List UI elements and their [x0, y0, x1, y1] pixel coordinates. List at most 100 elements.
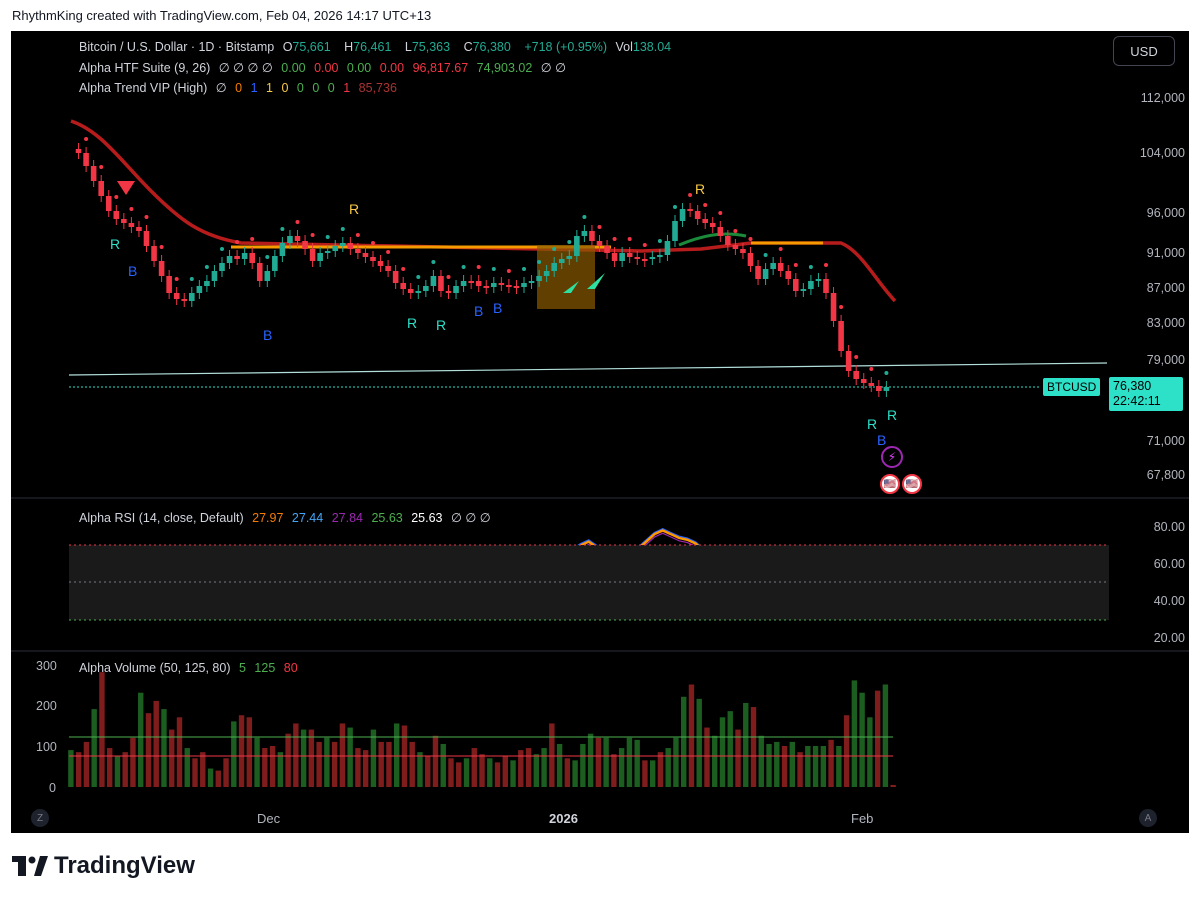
candle-body	[287, 236, 293, 243]
candle-body	[347, 243, 354, 249]
tradingview-logo[interactable]: TradingView	[12, 852, 195, 880]
volume-bar	[487, 758, 493, 787]
candle-body	[415, 291, 422, 293]
candle-body	[98, 181, 104, 196]
signal-dot	[839, 305, 844, 309]
candle-body	[740, 249, 746, 253]
candle-body	[657, 255, 663, 257]
signal-dot	[703, 203, 708, 207]
volume-bar	[448, 758, 454, 787]
open-value: 75,661	[292, 40, 331, 54]
volume-bar	[324, 737, 330, 787]
r-marker: R	[436, 317, 447, 333]
volume-bar	[556, 743, 563, 787]
volume-bar	[347, 727, 353, 787]
candle-body	[302, 241, 308, 249]
candle-body	[838, 321, 844, 351]
signal-dot	[355, 233, 360, 237]
currency-button[interactable]: USD	[1113, 36, 1175, 66]
signal-dot	[582, 215, 587, 219]
volume-bar	[626, 737, 633, 787]
x-label-year: 2026	[549, 811, 578, 826]
volume-bar	[456, 762, 462, 787]
candle-body	[717, 227, 724, 236]
volume-bar	[828, 739, 834, 787]
volume-bar	[262, 748, 268, 787]
signal-dot	[748, 237, 753, 241]
volume-bar	[805, 746, 811, 787]
auto-scale-button[interactable]: A	[1139, 809, 1157, 827]
candle-body	[513, 286, 520, 288]
signal-dot	[824, 263, 828, 267]
volume-bar	[649, 760, 656, 787]
candle-body	[460, 281, 467, 286]
ticker-badge: BTCUSD	[1043, 378, 1101, 396]
signal-dot	[688, 193, 693, 197]
volume-tick: 100	[36, 740, 57, 754]
volume-bar	[99, 672, 105, 787]
volume-bar	[200, 752, 206, 787]
x-label-dec: Dec	[257, 811, 281, 826]
candle-body	[219, 263, 225, 271]
volume-bar	[541, 748, 547, 787]
last-price-badge: 76,380 22:42:11	[1109, 377, 1183, 411]
candle-body	[491, 283, 497, 287]
price-tick: 83,000	[1146, 316, 1185, 330]
chart-canvas	[11, 119, 1189, 787]
signal-dot	[793, 263, 798, 267]
rsi-tick: 80.00	[1153, 520, 1185, 534]
signal-dot	[627, 237, 632, 241]
volume-bar	[750, 707, 757, 787]
candle-body	[423, 286, 429, 291]
candle-body	[762, 269, 769, 279]
volume-bar	[215, 770, 221, 787]
signal-dot	[673, 205, 677, 209]
volume-bar	[122, 752, 128, 787]
volume-bar	[642, 760, 648, 787]
volume-bar	[789, 741, 796, 787]
r-marker: R	[110, 236, 121, 252]
candle-body	[672, 221, 678, 241]
volume-bar	[153, 700, 159, 787]
volume-bar	[308, 729, 315, 787]
candle-body	[143, 231, 150, 246]
volume-bar	[502, 756, 508, 787]
volume-bar	[75, 752, 82, 787]
candle-body	[589, 231, 595, 241]
volume-bar	[719, 717, 726, 787]
candle-body	[868, 383, 875, 386]
volume-bar	[370, 729, 377, 787]
volume-bar	[331, 741, 338, 787]
candle-body	[272, 256, 278, 271]
candle-body	[687, 209, 693, 211]
candle-body	[702, 219, 708, 223]
volume-bar	[355, 748, 361, 787]
volume-bar	[735, 729, 741, 787]
rsi-legend: Alpha RSI (14, close, Default) 27.97 27.…	[79, 511, 491, 525]
signal-dot	[446, 275, 451, 279]
candle-body	[264, 271, 271, 281]
volume-bar	[774, 741, 780, 787]
us-flag-event-icon[interactable]: 🇺🇸	[902, 474, 922, 494]
signal-dot	[854, 355, 859, 359]
volume-bar	[549, 723, 555, 787]
chart-area[interactable]: Bitcoin / U.S. Dollar · 1D · Bitstamp O7…	[11, 31, 1189, 833]
rsi-tick: 60.00	[1153, 557, 1185, 571]
lightning-event-icon[interactable]: ⚡	[881, 446, 903, 468]
tradingview-brand: TradingView	[54, 852, 195, 879]
candle-body	[400, 283, 406, 289]
volume-bar	[518, 750, 524, 787]
zoom-button[interactable]: Z	[31, 809, 49, 827]
candle-body	[249, 253, 255, 263]
signal-dot	[386, 250, 391, 254]
candle-body	[279, 243, 286, 256]
us-flag-event-icon[interactable]: 🇺🇸	[880, 474, 900, 494]
candle-body	[385, 266, 391, 271]
candle-body	[332, 246, 339, 251]
volume-bar	[812, 746, 819, 787]
candle-body	[392, 271, 399, 283]
volume-bar	[68, 750, 74, 787]
volume-bar	[161, 709, 167, 787]
signal-dot	[114, 195, 119, 199]
trend-green-line	[678, 232, 747, 247]
